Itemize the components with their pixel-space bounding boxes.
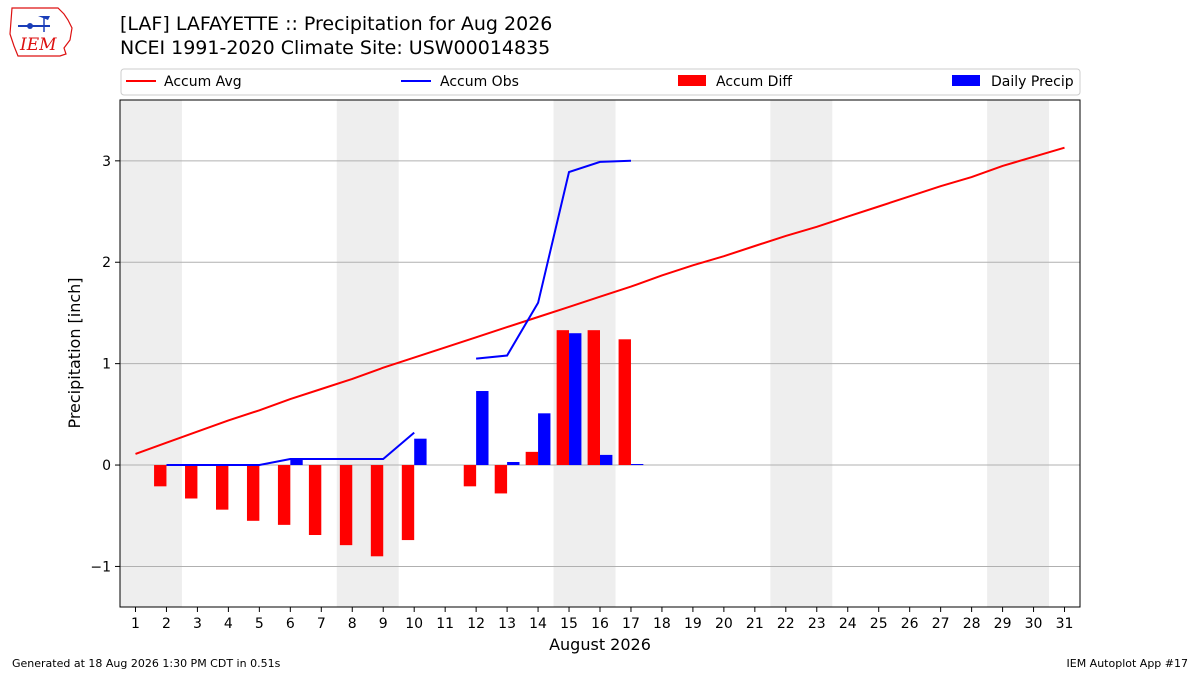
daily-precip-bar xyxy=(290,458,303,466)
y-tick-label: 0 xyxy=(102,458,111,474)
x-tick-label: 11 xyxy=(436,616,454,632)
daily-precip-bar xyxy=(507,461,520,466)
x-tick-label: 18 xyxy=(653,616,671,632)
x-tick-label: 12 xyxy=(467,616,485,632)
bars xyxy=(154,330,644,557)
x-tick-label: 4 xyxy=(224,616,233,632)
accum-diff-bar xyxy=(587,330,600,466)
chart-subtitle: NCEI 1991-2020 Climate Site: USW00014835 xyxy=(120,37,551,59)
accum-diff-bar xyxy=(525,451,539,466)
daily-precip-bar xyxy=(569,333,582,466)
weekend-band xyxy=(120,100,182,607)
x-tick-label: 28 xyxy=(963,616,981,632)
legend-swatch-daily-precip xyxy=(952,75,980,86)
y-tick-label: 1 xyxy=(102,357,111,373)
accum-diff-bar xyxy=(216,465,229,510)
accum-diff-bar xyxy=(556,330,570,466)
legend-label-daily-precip: Daily Precip xyxy=(991,74,1074,90)
legend-swatch-accum-diff xyxy=(678,75,706,86)
logo-text: IEM xyxy=(19,35,57,55)
x-axis-label: August 2026 xyxy=(549,635,651,654)
x-tick-label: 20 xyxy=(715,616,733,632)
x-tick-label: 31 xyxy=(1056,616,1074,632)
app-credit: IEM Autoplot App #17 xyxy=(1066,657,1189,670)
legend: Accum Avg Accum Obs Accum Diff Daily Pre… xyxy=(120,68,1081,96)
daily-precip-bar xyxy=(600,454,613,466)
x-tick-label: 2 xyxy=(162,616,171,632)
x-tick-label: 5 xyxy=(255,616,264,632)
weekend-shading xyxy=(120,100,1050,607)
accum-diff-bar xyxy=(308,465,322,536)
x-tick-label: 26 xyxy=(901,616,919,632)
x-tick-label: 10 xyxy=(405,616,423,632)
accum-diff-bar xyxy=(463,465,477,487)
x-tick-label: 7 xyxy=(317,616,326,632)
x-tick-label: 25 xyxy=(870,616,888,632)
weekend-band xyxy=(987,100,1050,607)
chart-title: [LAF] LAFAYETTE :: Precipitation for Aug… xyxy=(120,13,553,35)
x-tick-label: 30 xyxy=(1025,616,1043,632)
accum-diff-bar xyxy=(277,465,291,525)
y-axis-label: Precipitation [inch] xyxy=(65,277,84,428)
x-tick-label: 24 xyxy=(839,616,857,632)
iem-logo: IEM xyxy=(9,7,73,57)
lines xyxy=(135,146,1065,466)
generated-timestamp: Generated at 18 Aug 2026 1:30 PM CDT in … xyxy=(12,657,281,670)
accum-diff-bar xyxy=(618,339,631,466)
x-tick-label: 1 xyxy=(131,616,140,632)
x-tick-label: 27 xyxy=(932,616,950,632)
x-tick-label: 29 xyxy=(994,616,1012,632)
accum-diff-bar xyxy=(246,465,260,521)
y-tick-label: −1 xyxy=(90,559,111,575)
weekend-band xyxy=(770,100,833,607)
daily-precip-bar xyxy=(630,464,644,466)
x-tick-label: 8 xyxy=(348,616,357,632)
legend-label-accum-avg: Accum Avg xyxy=(164,74,242,90)
x-tick-label: 6 xyxy=(286,616,295,632)
accum-diff-bar xyxy=(370,465,384,557)
x-tick-label: 13 xyxy=(498,616,516,632)
accum-avg-line xyxy=(135,146,1065,455)
x-tick-label: 14 xyxy=(529,616,547,632)
daily-precip-bar xyxy=(414,438,427,466)
x-tick-label: 21 xyxy=(746,616,764,632)
x-tick-label: 16 xyxy=(591,616,609,632)
x-tick-label: 15 xyxy=(560,616,578,632)
x-tick-label: 19 xyxy=(684,616,702,632)
x-tick-label: 3 xyxy=(193,616,202,632)
x-tick-label: 22 xyxy=(777,616,795,632)
x-tick-label: 9 xyxy=(379,616,388,632)
legend-label-accum-diff: Accum Diff xyxy=(716,74,792,90)
y-tick-label: 2 xyxy=(102,255,111,271)
accum-diff-bar xyxy=(494,465,508,494)
y-tick-label: 3 xyxy=(102,154,111,170)
accum-diff-bar xyxy=(401,465,415,541)
accum-diff-bar xyxy=(185,465,198,499)
x-tick-label: 17 xyxy=(622,616,640,632)
accum-diff-bar xyxy=(339,465,353,546)
accum-obs-line xyxy=(166,159,632,466)
x-tick-label: 23 xyxy=(808,616,826,632)
accum-diff-bar xyxy=(154,465,167,487)
daily-precip-bar xyxy=(476,391,489,466)
daily-precip-bar xyxy=(538,413,551,466)
legend-label-accum-obs: Accum Obs xyxy=(440,74,519,90)
legend-box xyxy=(120,68,1081,96)
